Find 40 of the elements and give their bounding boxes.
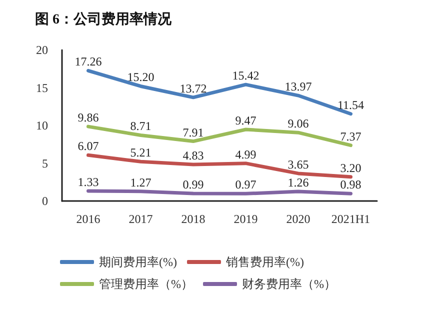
- x-tick-label: 2021H1: [331, 212, 370, 226]
- data-label: 9.47: [235, 114, 256, 128]
- data-label: 1.33: [78, 174, 99, 189]
- data-label: 17.26: [74, 54, 102, 69]
- x-tick-label: 2018: [181, 212, 206, 226]
- y-tick-label: 20: [36, 43, 48, 57]
- data-label: 0.99: [182, 178, 204, 192]
- data-label: 3.20: [340, 160, 362, 175]
- data-label: 6.07: [78, 139, 99, 154]
- data-label: 15.20: [127, 70, 154, 84]
- y-tick-label: 15: [36, 80, 48, 95]
- legend-label: 期间费用率(%): [99, 255, 177, 269]
- legend-label: 销售费用率(%): [224, 255, 304, 269]
- x-tick-label: 2017: [128, 212, 153, 226]
- data-label: 5.21: [130, 146, 152, 160]
- y-tick-label: 10: [36, 118, 48, 132]
- data-label: 0.97: [235, 178, 256, 192]
- data-label: 9.06: [288, 116, 309, 131]
- data-label: 15.42: [232, 68, 260, 83]
- data-label: 0.98: [340, 178, 362, 192]
- data-label: 11.54: [337, 98, 364, 112]
- data-label: 4.83: [182, 148, 204, 163]
- x-tick-label: 2020: [286, 212, 310, 226]
- data-label: 8.71: [130, 119, 152, 134]
- y-tick-label: 0: [42, 194, 48, 208]
- data-label: 7.37: [340, 129, 362, 144]
- y-tick-label: 5: [42, 156, 48, 170]
- data-label: 4.99: [235, 147, 256, 162]
- chart-title: 图 6：公司费用率情况: [35, 10, 172, 28]
- legend-label: 管理费用率（%）: [99, 277, 193, 291]
- data-label: 1.27: [130, 175, 152, 190]
- x-tick-label: 2019: [234, 212, 258, 226]
- data-label: 3.65: [288, 157, 309, 172]
- data-label: 7.91: [182, 125, 204, 140]
- x-tick-label: 2016: [76, 212, 100, 226]
- legend-label: 财务费用率（%）: [242, 277, 336, 291]
- data-label: 13.72: [180, 81, 207, 96]
- data-label: 1.26: [288, 175, 309, 190]
- data-label: 9.86: [78, 110, 99, 125]
- data-label: 13.97: [284, 80, 312, 94]
